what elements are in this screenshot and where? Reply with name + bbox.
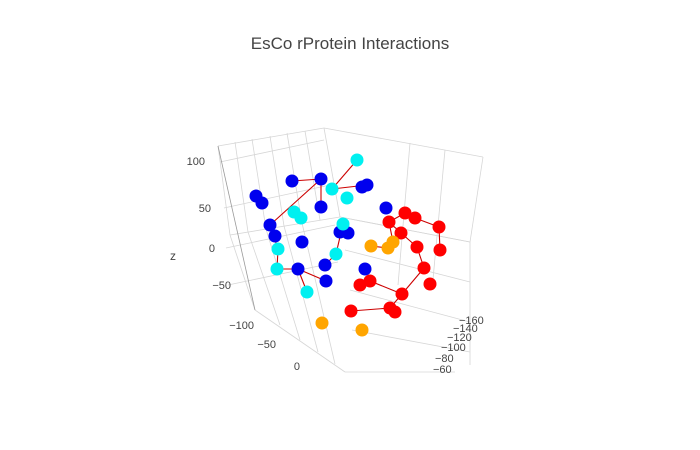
cyan-protein-point[interactable] — [350, 153, 364, 167]
blue-protein-point[interactable] — [318, 258, 332, 272]
blue-protein-point[interactable] — [255, 196, 269, 210]
interaction-edge — [350, 307, 391, 312]
red-protein-point[interactable] — [394, 226, 408, 240]
cyan-protein-point[interactable] — [340, 191, 354, 205]
interaction-edge — [269, 178, 322, 226]
blue-protein-point[interactable] — [285, 174, 299, 188]
red-protein-point[interactable] — [382, 215, 396, 229]
z-tick-label: 100 — [187, 156, 205, 168]
red-protein-point[interactable] — [353, 278, 367, 292]
red-protein-point[interactable] — [417, 261, 431, 275]
cyan-protein-point[interactable] — [270, 262, 284, 276]
cyan-protein-point[interactable] — [300, 285, 314, 299]
orange-protein-point[interactable] — [386, 235, 400, 249]
red-protein-point[interactable] — [410, 240, 424, 254]
y-tick-label: −140 — [453, 323, 478, 335]
y-tick-label: −60 — [433, 364, 452, 376]
y-tick-label: −160 — [459, 315, 484, 327]
blue-protein-point[interactable] — [314, 172, 328, 186]
blue-protein-point[interactable] — [319, 274, 333, 288]
orange-protein-point[interactable] — [355, 323, 369, 337]
x-tick-label: −50 — [257, 339, 276, 351]
cyan-protein-point[interactable] — [329, 247, 343, 261]
z-tick-label: −50 — [212, 280, 231, 292]
grid-lines — [217, 127, 484, 373]
cyan-protein-point[interactable] — [271, 242, 285, 256]
x-tick-label: 0 — [294, 361, 300, 373]
blue-protein-point[interactable] — [358, 262, 372, 276]
blue-protein-point[interactable] — [291, 262, 305, 276]
chart-title: EsCo rProtein Interactions — [250, 34, 450, 53]
red-protein-point[interactable] — [395, 287, 409, 301]
red-protein-point[interactable] — [344, 304, 358, 318]
z-tick-label: 0 — [209, 243, 215, 255]
orange-protein-point[interactable] — [364, 239, 378, 253]
cyan-protein-point[interactable] — [325, 182, 339, 196]
x-tick-label: −100 — [229, 320, 254, 332]
red-protein-point[interactable] — [433, 243, 447, 257]
z-tick-label: 50 — [199, 203, 211, 215]
red-protein-point[interactable] — [423, 277, 437, 291]
red-protein-point[interactable] — [408, 211, 422, 225]
cyan-protein-point[interactable] — [294, 211, 308, 225]
red-protein-point[interactable] — [388, 305, 402, 319]
red-protein-point[interactable] — [432, 220, 446, 234]
blue-protein-point[interactable] — [295, 235, 309, 249]
protein-points — [249, 153, 447, 337]
blue-protein-point[interactable] — [263, 218, 277, 232]
z-axis-title: z — [170, 249, 176, 263]
y-tick-label: −100 — [441, 342, 466, 354]
orange-protein-point[interactable] — [315, 316, 329, 330]
blue-protein-point[interactable] — [360, 178, 374, 192]
blue-protein-point[interactable] — [379, 201, 393, 215]
red-protein-point[interactable] — [398, 206, 412, 220]
cyan-protein-point[interactable] — [336, 217, 350, 231]
red-protein-point[interactable] — [363, 274, 377, 288]
y-tick-label: −80 — [435, 353, 454, 365]
blue-protein-point[interactable] — [314, 200, 328, 214]
y-tick-label: −120 — [447, 332, 472, 344]
blue-protein-point[interactable] — [268, 229, 282, 243]
